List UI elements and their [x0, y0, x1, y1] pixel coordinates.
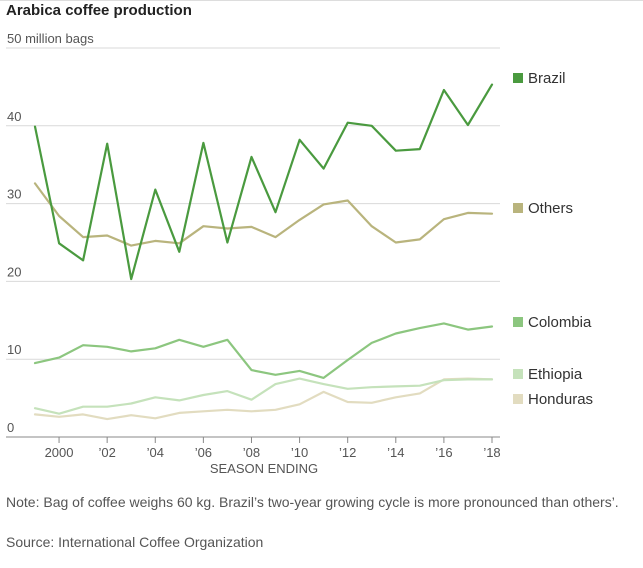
legend-swatch-brazil	[513, 73, 523, 83]
series-line-others	[33, 182, 494, 247]
gridlines	[6, 47, 500, 438]
chart-source: Source: International Coffee Organizatio…	[6, 534, 264, 550]
series-line-ethiopia	[33, 377, 494, 415]
legend-swatch-honduras	[513, 394, 523, 404]
y-tick-label: 50 million bags	[7, 31, 94, 46]
y-tick-label: 0	[7, 420, 14, 435]
y-tick-label: 20	[7, 264, 21, 279]
legend-label-colombia: Colombia	[528, 314, 592, 331]
line-chart: 50 million bags 40 30 20 10 0 2000 ’02 ’04 ’06 ’0…	[6, 31, 593, 476]
y-tick-label: 30	[7, 187, 21, 202]
y-axis-tick-labels: 50 million bags 40 30 20 10 0	[7, 31, 94, 435]
legend-label-others: Others	[528, 200, 573, 217]
series-lines	[33, 83, 494, 421]
legend-swatch-colombia	[513, 317, 523, 327]
series-line-brazil	[33, 83, 494, 281]
legend-label-ethiopia: Ethiopia	[528, 366, 583, 383]
y-tick-label: 40	[7, 109, 21, 124]
x-tick-label: ’12	[339, 445, 356, 460]
x-tick-label: ’06	[195, 445, 212, 460]
chart-note: Note: Bag of coffee weighs 60 kg. Brazil…	[6, 494, 619, 510]
x-tick-label: ’10	[291, 445, 308, 460]
x-tick-label: ’18	[483, 445, 500, 460]
y-tick-label: 10	[7, 342, 21, 357]
legend-label-brazil: Brazil	[528, 70, 566, 87]
legend: Brazil Others Colombia Ethiopia Honduras	[513, 70, 593, 408]
x-tick-label: ’16	[435, 445, 452, 460]
x-tick-label: 2000	[45, 445, 74, 460]
legend-swatch-others	[513, 203, 523, 213]
legend-swatch-ethiopia	[513, 369, 523, 379]
x-tick-label: ’14	[387, 445, 404, 460]
x-tick-label: ’04	[147, 445, 164, 460]
top-rule	[0, 0, 643, 1]
x-tick-label: ’02	[98, 445, 115, 460]
series-line-honduras	[33, 377, 494, 421]
series-line-colombia	[33, 322, 494, 379]
x-tick-label: ’08	[243, 445, 260, 460]
legend-label-honduras: Honduras	[528, 391, 593, 408]
chart-title: Arabica coffee production	[6, 2, 192, 19]
x-axis-label: SEASON ENDING	[210, 461, 318, 476]
x-axis: 2000 ’02 ’04 ’06 ’08 ’10 ’12 ’14 ’16 ’18 SEASON EN…	[45, 437, 501, 476]
